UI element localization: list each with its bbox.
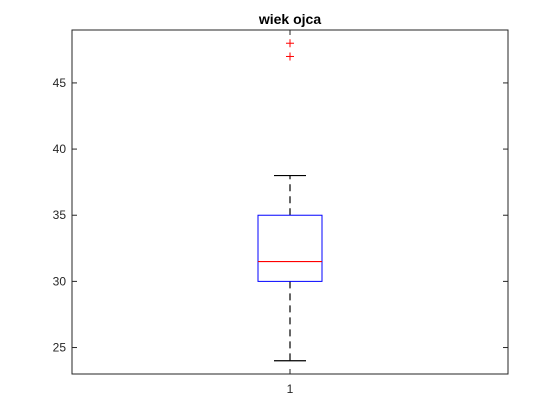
chart-title: wiek ojca <box>258 11 321 27</box>
outlier-marker <box>286 52 294 61</box>
y-tick-label: 35 <box>53 208 67 222</box>
y-axis-ticks: 25 30 35 40 45 <box>53 76 508 355</box>
iqr-box <box>257 214 323 282</box>
x-axis-ticks: 1 <box>287 30 294 396</box>
x-tick-label: 1 <box>287 382 294 396</box>
y-tick-label: 40 <box>53 142 67 156</box>
y-tick-label: 25 <box>53 341 67 355</box>
outlier-marker <box>286 39 294 48</box>
y-tick-label: 45 <box>53 76 67 90</box>
y-tick-label: 30 <box>53 274 67 288</box>
box-series <box>257 39 323 362</box>
box-group <box>257 39 323 362</box>
